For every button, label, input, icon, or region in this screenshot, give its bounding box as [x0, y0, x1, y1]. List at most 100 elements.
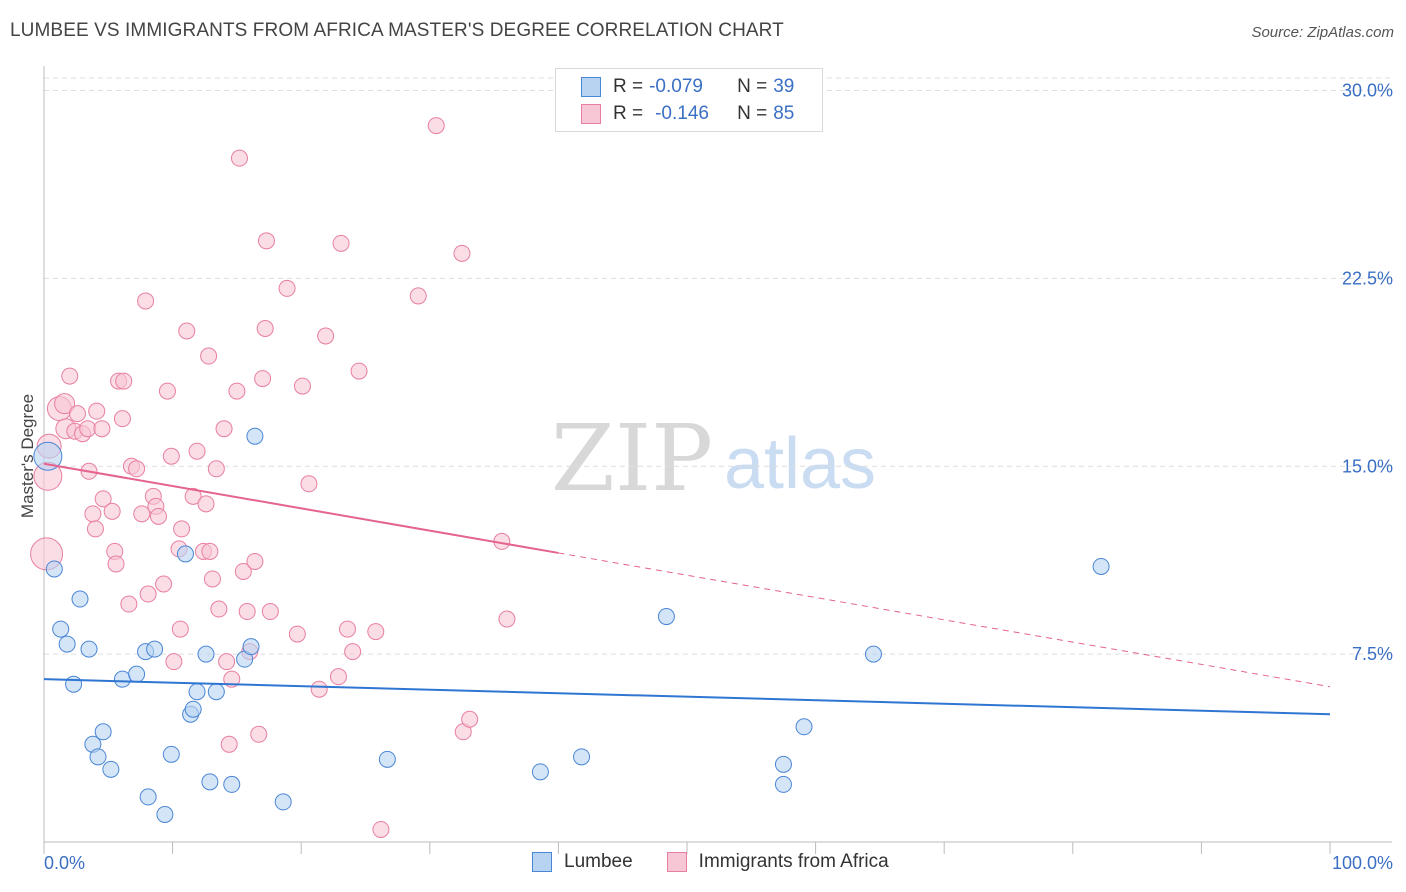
y-tick-label: 7.5% — [1352, 644, 1393, 664]
africa-trend-line — [43, 462, 559, 554]
lumbee-point — [89, 748, 107, 766]
legend-swatch-africa — [581, 104, 601, 124]
chart-title: LUMBEE VS IMMIGRANTS FROM AFRICA MASTER'… — [10, 20, 784, 41]
lumbee-point — [156, 805, 174, 823]
y-tick-label: 22.5% — [1342, 268, 1393, 288]
africa-point — [103, 502, 121, 520]
lumbee-point — [188, 683, 206, 701]
africa-point — [344, 643, 362, 661]
lumbee-point — [146, 640, 164, 658]
africa-point — [178, 322, 196, 340]
series-legend: Lumbee Immigrants from Africa — [532, 851, 923, 873]
africa-point — [230, 149, 248, 167]
africa-point — [215, 420, 233, 438]
legend-r-value: -0.146 — [655, 103, 709, 124]
africa-point — [210, 600, 228, 618]
africa-point — [223, 670, 241, 688]
lumbee-point — [274, 793, 292, 811]
africa-point — [188, 442, 206, 460]
lumbee-point — [774, 755, 792, 773]
lumbee-point — [184, 700, 202, 718]
africa-point — [498, 610, 516, 628]
africa-point — [461, 710, 479, 728]
africa-point — [310, 680, 328, 698]
lumbee-point — [573, 748, 591, 766]
africa-point — [261, 603, 279, 621]
lumbee-point — [531, 763, 549, 781]
africa-point — [54, 393, 76, 415]
africa-point — [234, 562, 252, 580]
africa-point — [288, 625, 306, 643]
africa-point — [113, 410, 131, 428]
africa-point — [257, 232, 275, 250]
africa-point — [238, 603, 256, 621]
legend-n-label: N = — [737, 103, 768, 124]
lumbee-point — [201, 773, 219, 791]
watermark-zip: ZIP — [551, 405, 713, 512]
lumbee-point — [197, 645, 215, 663]
lumbee-point — [246, 427, 264, 445]
legend-n-value: 39 — [773, 76, 795, 97]
x-tick-label: 0.0% — [44, 853, 85, 873]
legend-n-value: 85 — [773, 103, 795, 124]
source-label: Source: ZipAtlas.com — [1251, 24, 1394, 41]
africa-point — [173, 520, 191, 538]
legend-r-label: R = — [613, 103, 644, 124]
africa-point — [250, 725, 268, 743]
africa-point — [254, 370, 272, 388]
africa-point — [367, 623, 385, 641]
africa-point — [88, 402, 106, 420]
africa-point — [86, 520, 104, 538]
africa-point — [350, 362, 368, 380]
africa-trend-line-extension — [558, 552, 1331, 688]
africa-point — [201, 542, 219, 560]
africa-point — [293, 377, 311, 395]
africa-point — [162, 447, 180, 465]
africa-point — [300, 475, 318, 493]
legend-label-lumbee: Lumbee — [564, 851, 633, 872]
lumbee-point — [139, 788, 157, 806]
africa-point — [68, 405, 86, 423]
legend-n-label: N = — [737, 76, 768, 97]
lumbee-point — [71, 590, 89, 608]
lumbee-point — [113, 670, 131, 688]
correlation-legend: R = -0.079 N = 39 R = -0.146 N = 85 — [555, 68, 823, 132]
lumbee-point — [223, 775, 241, 793]
africa-point — [133, 505, 151, 523]
africa-point — [107, 555, 125, 573]
africa-point — [317, 327, 335, 345]
africa-point — [155, 575, 173, 593]
africa-point — [453, 244, 471, 262]
africa-point — [84, 505, 102, 523]
lumbee-point — [864, 645, 882, 663]
africa-point — [61, 367, 79, 385]
africa-point — [197, 495, 215, 513]
africa-point — [149, 507, 167, 525]
africa-point — [128, 460, 146, 478]
africa-point — [200, 347, 218, 365]
legend-item-lumbee: Lumbee — [532, 851, 633, 873]
lumbee-point — [52, 620, 70, 638]
africa-point — [137, 292, 155, 310]
lumbee-point — [102, 760, 120, 778]
lumbee-point — [65, 675, 83, 693]
lumbee-point — [58, 635, 76, 653]
africa-point — [329, 668, 347, 686]
lumbee-point — [242, 638, 260, 656]
africa-point — [332, 234, 350, 252]
lumbee-point — [207, 683, 225, 701]
africa-point — [228, 382, 246, 400]
y-tick-label: 15.0% — [1342, 456, 1393, 476]
legend-label-africa: Immigrants from Africa — [698, 851, 889, 872]
africa-point — [184, 487, 202, 505]
lumbee-point — [162, 745, 180, 763]
africa-point — [246, 552, 264, 570]
lumbee-point — [80, 640, 98, 658]
lumbee-point — [378, 750, 396, 768]
africa-point — [120, 595, 138, 613]
africa-point — [372, 820, 390, 838]
x-tick-label: 100.0% — [1332, 853, 1393, 873]
africa-point — [93, 420, 111, 438]
legend-row-africa: R = -0.146 N = 85 — [581, 102, 794, 126]
